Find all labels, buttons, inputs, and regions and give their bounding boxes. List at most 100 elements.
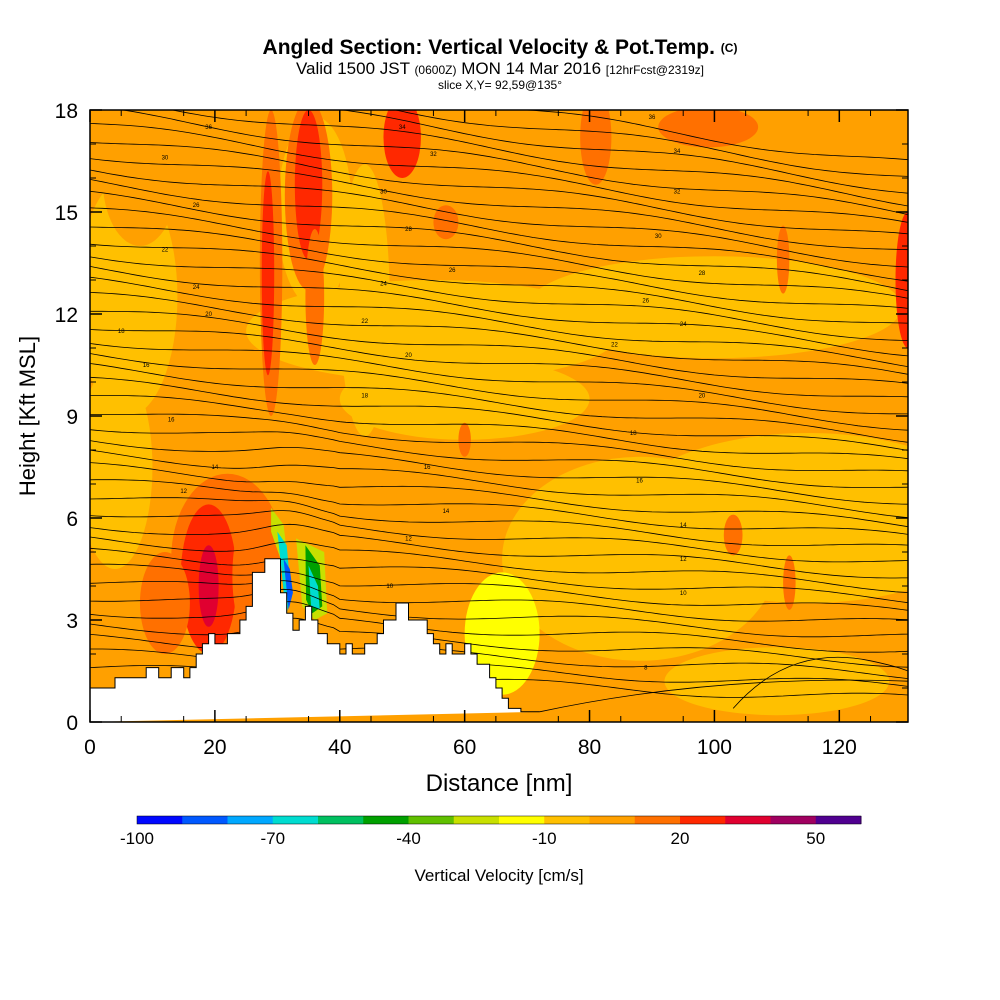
colorbar-swatch-9 [544, 816, 590, 824]
theta-contour-37 [90, 142, 908, 235]
colorbar-swatch-0 [137, 816, 183, 824]
velocity-region-24 [580, 110, 612, 185]
theta-contour-9 [90, 536, 908, 593]
y-tick-label-4: 12 [55, 304, 78, 327]
contour-label-14: 28 [699, 271, 706, 277]
contour-label-35: 12 [680, 557, 687, 563]
x-tick-label-1: 20 [203, 736, 226, 759]
theta-contour-22 [90, 353, 908, 431]
chart-subtitle: Valid 1500 JST (0600Z) MON 14 Mar 2016 [… [0, 60, 1000, 79]
velocity-region-4 [246, 280, 621, 382]
contour-label-4: 32 [430, 152, 437, 158]
contour-label-0: 36 [205, 125, 212, 131]
theta-contour-19 [90, 395, 908, 460]
colorbar-swatch-15 [815, 816, 862, 824]
contour-label-23: 22 [611, 343, 618, 349]
x-tick-label-3: 60 [453, 736, 476, 759]
contour-label-38: 8 [644, 666, 648, 672]
theta-contour-13 [90, 479, 908, 535]
colorbar-swatch-2 [227, 816, 274, 824]
contour-label-18: 18 [118, 329, 125, 335]
theta-contour-6 [90, 580, 908, 622]
contour-label-7: 30 [380, 190, 387, 196]
forecast-info: [12hrFcst@2319z] [605, 63, 705, 77]
colorbar-swatch-7 [453, 816, 500, 824]
contour-label-33: 14 [680, 523, 687, 529]
theta-contour-28 [90, 266, 908, 357]
velocity-region-2 [664, 647, 890, 716]
colorbar: -100 -70 -40 -10 20 50 [120, 815, 862, 848]
colorbar-tick-label-0: -100 [120, 829, 154, 848]
title-block: Angled Section: Vertical Velocity & Pot.… [0, 36, 1000, 92]
theta-contour-36 [90, 158, 908, 251]
theta-contour-34 [90, 179, 908, 282]
contour-label-32: 14 [443, 509, 450, 515]
contour-label-6: 26 [193, 203, 200, 209]
contour-label-5: 34 [674, 149, 681, 155]
contour-label-17: 26 [642, 298, 649, 304]
zulu-time: (0600Z) [414, 63, 457, 77]
contour-label-11: 30 [655, 234, 662, 240]
colorbar-swatch-1 [182, 816, 228, 824]
valid-time: Valid 1500 JST [295, 59, 410, 78]
contour-label-10: 28 [405, 227, 412, 233]
theta-contour-10 [90, 523, 908, 579]
velocity-region-31 [723, 514, 743, 556]
contour-label-28: 14 [212, 465, 219, 471]
contour-label-37: 10 [680, 591, 687, 597]
theta-contour-41 [338, 110, 908, 194]
theta-contour-20 [90, 376, 908, 451]
chart-title: Angled Section: Vertical Velocity & Pot.… [0, 36, 1000, 60]
colorbar-swatch-3 [272, 816, 319, 824]
x-tick-label-5: 100 [697, 736, 732, 759]
y-tick-label-1: 3 [66, 610, 78, 633]
velocity-region-23 [383, 110, 421, 178]
contour-label-27: 18 [630, 431, 637, 437]
theta-contour-low [539, 679, 908, 713]
colorbar-swatch-13 [725, 816, 771, 824]
velocity-region-12 [339, 164, 390, 437]
velocity-region-1 [502, 456, 777, 661]
theta-contour-33 [90, 190, 908, 292]
contour-label-24: 18 [361, 394, 368, 400]
theta-contour-35 [90, 169, 908, 268]
x-tick-label-6: 120 [822, 736, 857, 759]
theta-contour-5 [90, 588, 908, 638]
colorbar-swatch-11 [634, 816, 681, 824]
velocity-region-9 [595, 473, 646, 522]
theta-contour-29 [90, 256, 908, 341]
theta-contour-32 [90, 207, 908, 299]
contour-label-25: 20 [699, 394, 706, 400]
velocity-region-28 [658, 110, 759, 148]
theta-contour-4 [90, 601, 908, 653]
velocity-region-17 [139, 552, 190, 654]
colorbar-border [136, 815, 862, 825]
theta-contour-11 [90, 510, 908, 563]
theta-contour-21 [90, 363, 908, 443]
theta-contour-12 [90, 497, 908, 546]
colorbar-swatch-5 [363, 816, 409, 824]
y-tick-label-5: 15 [55, 202, 78, 225]
theta-contour-30 [90, 243, 908, 324]
theta-contour-43 [518, 110, 908, 161]
contour-label-20: 24 [680, 322, 687, 328]
theta-contour-26 [90, 292, 908, 375]
theta-contour-24 [90, 329, 908, 398]
theta-contour-39 [120, 110, 908, 215]
colorbar-tick-label-1: -70 [260, 829, 285, 848]
theta-contour-17 [90, 429, 908, 488]
contour-label-21: 16 [143, 363, 150, 369]
theta-contour-18 [90, 413, 908, 472]
colorbar-tick-label-2: -40 [396, 829, 421, 848]
x-tick-label-4: 80 [578, 736, 601, 759]
theta-contour-42 [393, 110, 908, 177]
colorbar-swatch-10 [589, 816, 636, 824]
valid-date: MON 14 Mar 2016 [461, 59, 602, 78]
theta-contour-dome [732, 656, 908, 709]
theta-contour-38 [90, 123, 908, 223]
contour-label-16: 24 [380, 281, 387, 287]
velocity-region-10 [102, 110, 178, 246]
velocity-region-7 [90, 365, 153, 569]
theta-contour-14 [90, 462, 908, 528]
